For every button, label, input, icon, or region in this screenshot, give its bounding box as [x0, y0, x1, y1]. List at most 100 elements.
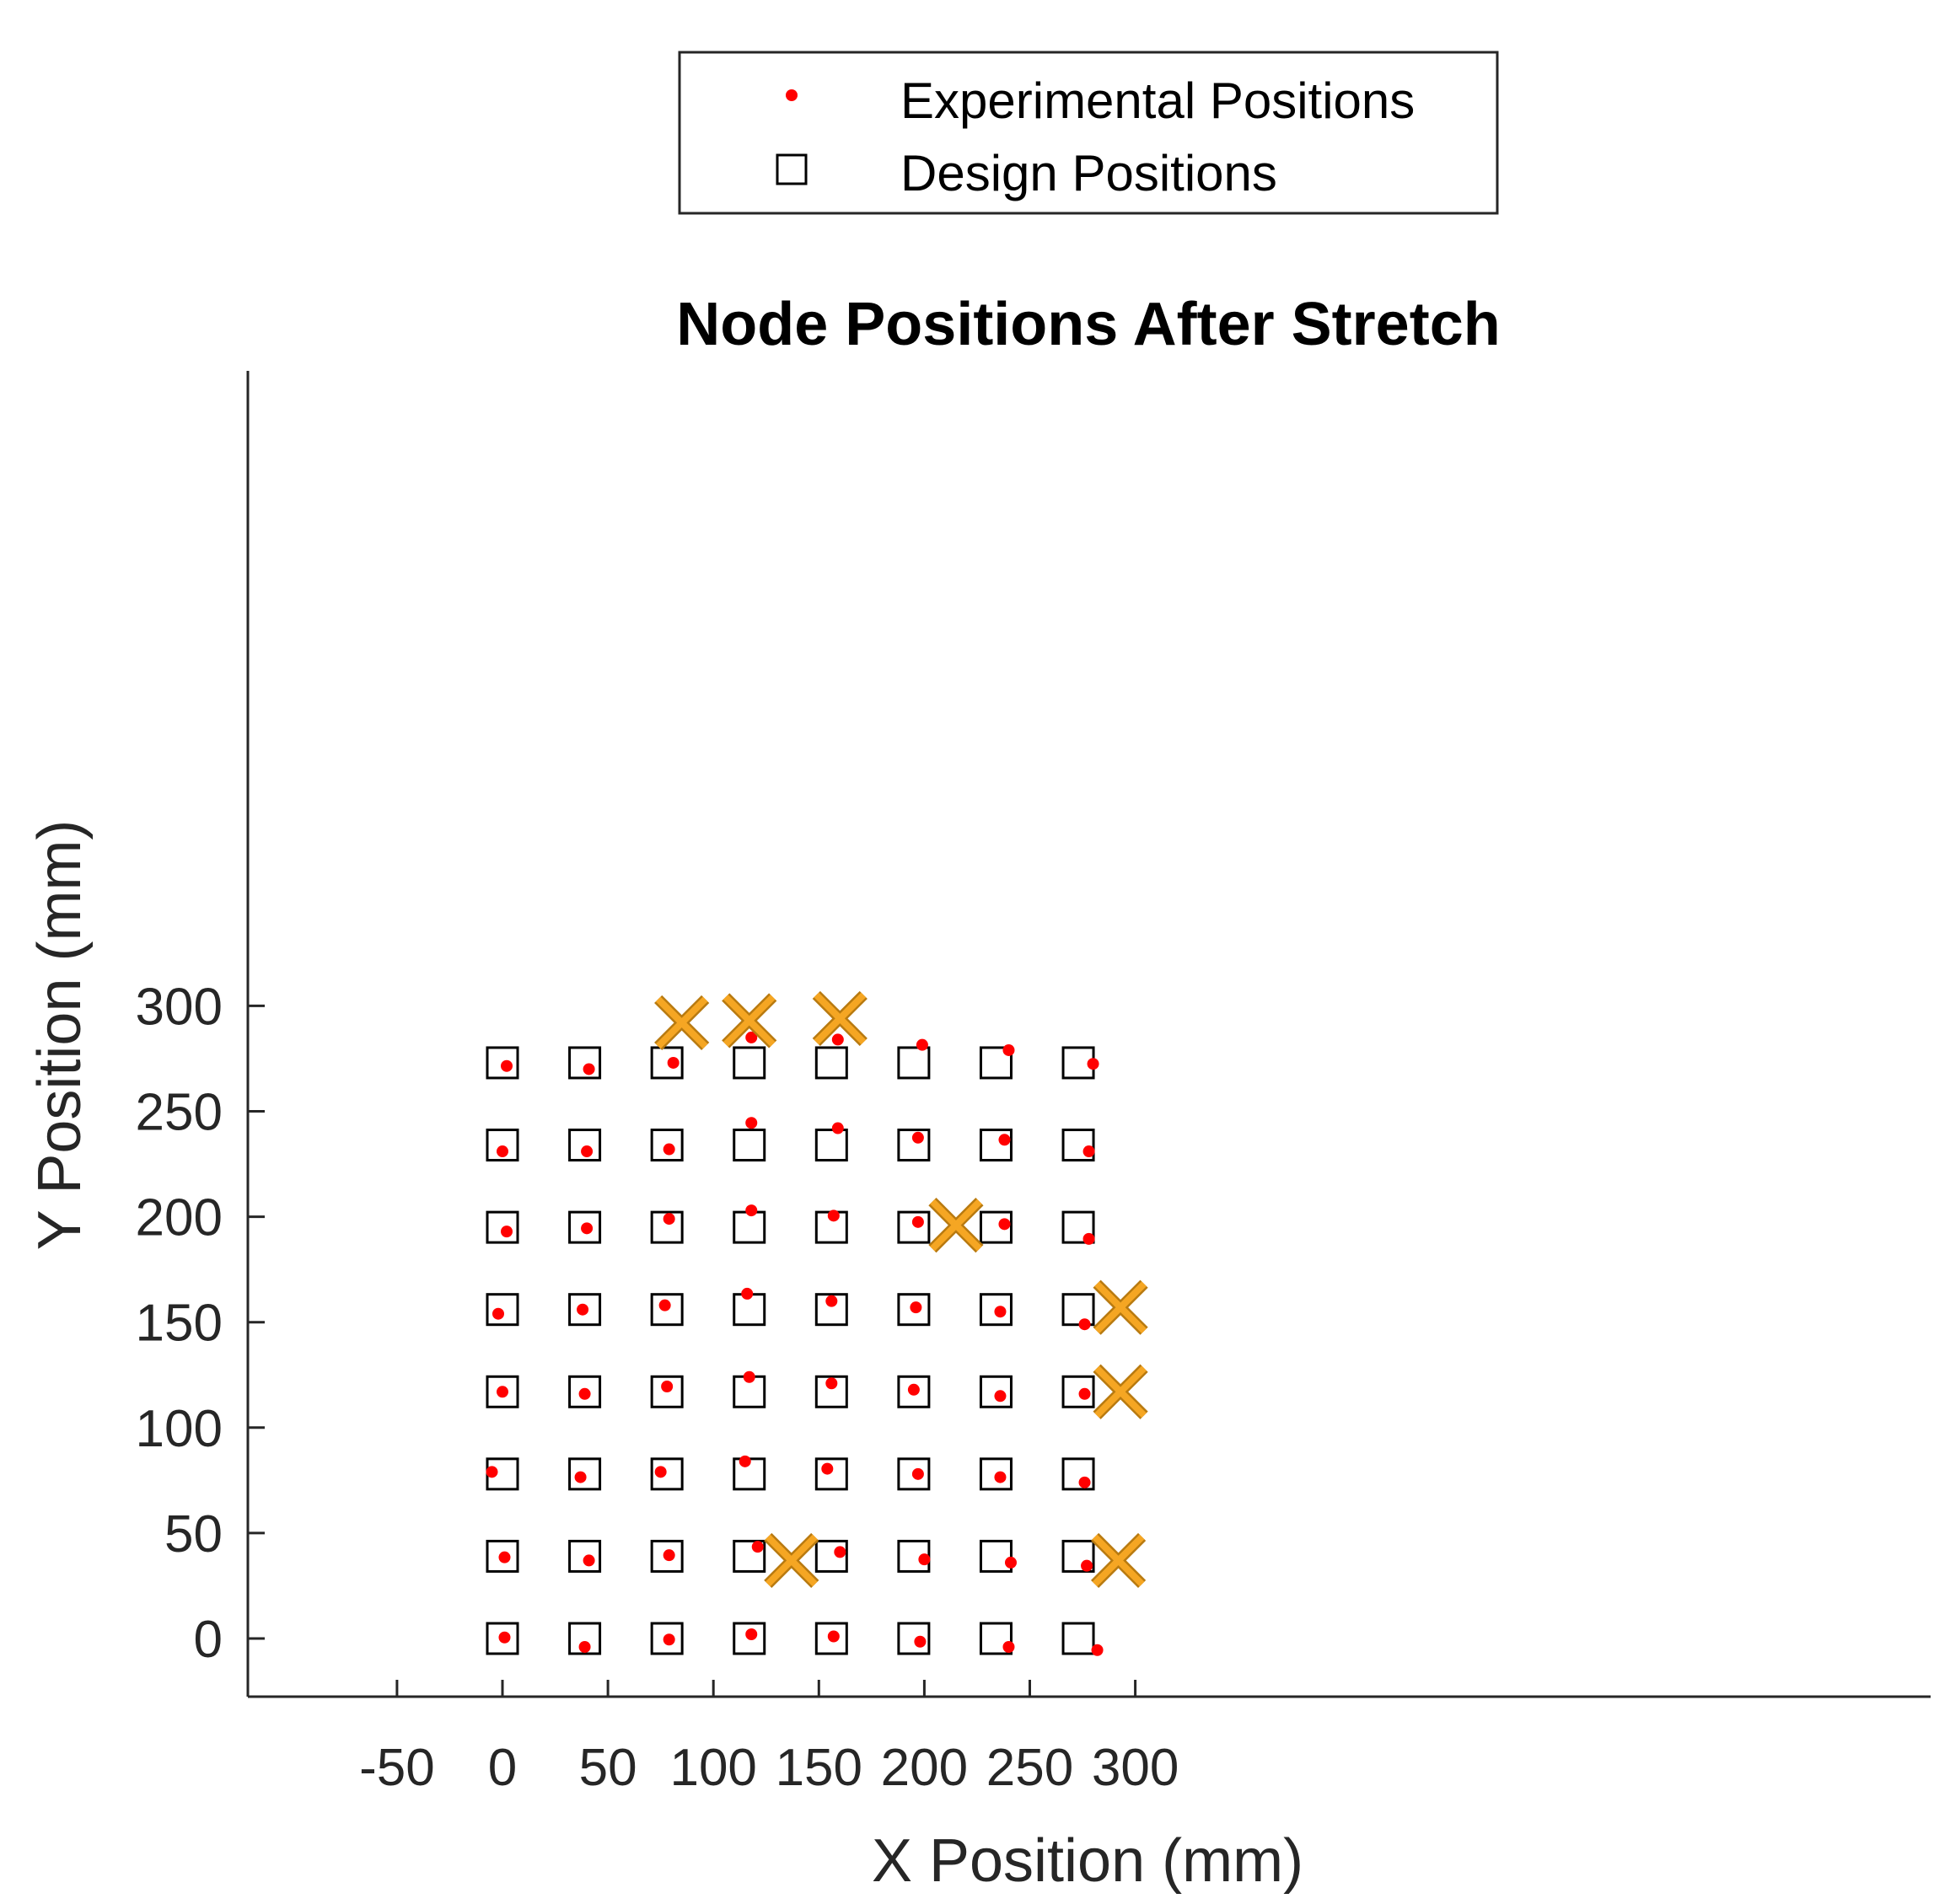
legend: Experimental Positions Design Positions — [678, 51, 1499, 215]
experimental-position-marker — [745, 1628, 758, 1640]
failed-node-marker — [764, 1532, 819, 1589]
design-position-marker — [979, 1539, 1013, 1573]
design-position-marker — [733, 1129, 766, 1162]
x-tick-label: 250 — [986, 1739, 1073, 1797]
experimental-position-marker — [911, 1215, 924, 1228]
experimental-position-marker — [654, 1466, 667, 1478]
design-position-marker — [897, 1457, 931, 1491]
design-position-marker — [814, 1293, 848, 1327]
design-position-marker — [650, 1046, 684, 1080]
design-position-marker — [1061, 1293, 1095, 1327]
design-position-marker — [486, 1622, 519, 1655]
design-position-marker — [897, 1375, 931, 1408]
experimental-position-marker — [831, 1122, 844, 1134]
design-position-marker — [568, 1375, 602, 1408]
experimental-position-marker — [918, 1553, 931, 1566]
design-position-marker — [979, 1375, 1013, 1408]
experimental-position-marker — [910, 1301, 922, 1314]
experimental-position-marker — [501, 1059, 513, 1072]
design-position-marker — [650, 1622, 684, 1655]
failed-node-marker — [654, 995, 710, 1051]
experimental-position-marker — [583, 1554, 595, 1567]
x-axis-label: X Position (mm) — [872, 1827, 1303, 1895]
experimental-position-marker — [994, 1306, 1007, 1318]
experimental-position-marker — [577, 1303, 589, 1316]
design-position-marker — [897, 1293, 931, 1327]
design-position-marker — [897, 1622, 931, 1655]
experimental-position-marker — [583, 1063, 595, 1075]
experimental-markers — [486, 1031, 1104, 1656]
experimental-position-marker — [825, 1377, 838, 1390]
design-position-marker — [733, 1622, 766, 1655]
x-tick-label: -50 — [359, 1739, 435, 1797]
x-tick-label: 200 — [881, 1739, 968, 1797]
experimental-position-marker — [1091, 1644, 1104, 1656]
legend-design-marker — [776, 153, 808, 185]
failed-node-marker — [1090, 1532, 1147, 1589]
design-position-marker — [979, 1210, 1013, 1244]
failed-node-stroke — [1094, 1365, 1147, 1419]
design-position-marker — [979, 1046, 1013, 1080]
y-tick-label: 50 — [164, 1505, 223, 1563]
design-position-marker — [568, 1293, 602, 1327]
design-position-marker — [1061, 1129, 1095, 1162]
failed-node-stroke — [930, 1199, 982, 1252]
experimental-position-marker — [827, 1630, 840, 1643]
experimental-position-marker — [827, 1209, 840, 1222]
design-position-marker — [979, 1622, 1013, 1655]
failed-node-stroke — [1092, 1534, 1145, 1587]
experimental-position-marker — [1078, 1476, 1091, 1488]
y-ticks: 0 50 100 150 200 250 300 — [136, 978, 265, 1669]
x-ticks: -50 0 50 100 150 200 250 300 — [359, 1680, 1179, 1797]
design-position-marker — [1061, 1539, 1095, 1573]
experimental-position-marker — [745, 1031, 758, 1043]
design-position-marker — [814, 1375, 848, 1408]
experimental-position-marker — [663, 1143, 675, 1156]
experimental-position-marker — [739, 1455, 751, 1467]
design-position-marker — [650, 1539, 684, 1573]
y-tick-label: 100 — [136, 1400, 223, 1458]
y-tick-label: 150 — [136, 1295, 223, 1353]
experimental-position-marker — [914, 1635, 927, 1648]
design-position-marker — [733, 1046, 766, 1080]
failed-node-marker — [722, 993, 777, 1049]
failed-node-marker — [928, 1198, 984, 1253]
x-tick-label: 100 — [669, 1739, 756, 1797]
experimental-position-marker — [998, 1134, 1011, 1146]
experimental-position-marker — [581, 1222, 594, 1235]
experimental-position-marker — [994, 1390, 1007, 1403]
design-position-marker — [979, 1457, 1013, 1491]
design-position-marker — [897, 1129, 931, 1162]
experimental-position-marker — [1078, 1387, 1091, 1400]
design-position-marker — [1061, 1457, 1095, 1491]
experimental-position-marker — [501, 1226, 513, 1238]
legend-experimental-marker — [786, 89, 798, 101]
experimental-position-marker — [745, 1204, 758, 1217]
experimental-position-marker — [834, 1546, 846, 1558]
design-position-marker — [486, 1046, 519, 1080]
design-position-marker — [1061, 1375, 1095, 1408]
failed-node-markers — [654, 990, 1148, 1589]
design-position-marker — [486, 1375, 519, 1408]
design-position-marker — [486, 1210, 519, 1244]
chart-title: Node Positions After Stretch — [676, 291, 1500, 358]
experimental-position-marker — [486, 1466, 498, 1478]
experimental-position-marker — [1002, 1641, 1015, 1654]
y-axis-label: Y Position (mm) — [26, 820, 94, 1251]
experimental-position-marker — [994, 1471, 1007, 1483]
y-tick-label: 0 — [194, 1611, 223, 1669]
design-position-marker — [814, 1622, 848, 1655]
experimental-position-marker — [578, 1387, 591, 1400]
design-position-marker — [814, 1457, 848, 1491]
experimental-position-marker — [1002, 1043, 1015, 1056]
experimental-position-marker — [741, 1287, 754, 1300]
experimental-position-marker — [998, 1218, 1011, 1231]
experimental-position-marker — [581, 1145, 594, 1158]
experimental-position-marker — [1078, 1318, 1091, 1331]
design-position-marker — [1061, 1622, 1095, 1655]
failed-node-stroke — [814, 992, 867, 1045]
experimental-position-marker — [497, 1145, 508, 1158]
design-position-marker — [1061, 1210, 1095, 1244]
